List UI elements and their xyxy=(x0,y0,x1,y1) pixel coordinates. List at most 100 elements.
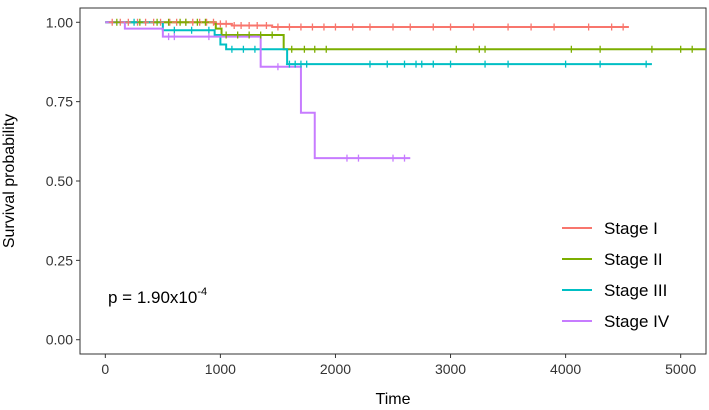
censor-mark-stage-iii xyxy=(447,60,455,68)
censor-mark-stage-i xyxy=(550,23,558,31)
censor-mark-stage-i xyxy=(253,21,261,29)
x-tick-label: 1000 xyxy=(205,361,236,377)
censor-mark-stage-i xyxy=(429,23,437,31)
p-value-annotation: p = 1.90x10-4 xyxy=(108,286,207,307)
curve-stage-ii xyxy=(105,21,706,51)
censor-mark-stage-iv xyxy=(170,33,178,41)
censor-mark-stage-i xyxy=(230,21,238,29)
censor-mark-stage-iii xyxy=(481,60,489,68)
censor-mark-stage-i xyxy=(608,23,616,31)
x-tick-label: 4000 xyxy=(550,361,581,377)
censor-mark-stage-i xyxy=(470,23,478,31)
curve-stage-iv xyxy=(105,21,411,160)
censor-mark-stage-i xyxy=(406,23,414,31)
p-value-text: p = 1.90x10 xyxy=(108,288,197,307)
censor-mark-stage-i xyxy=(320,23,328,31)
legend: Stage I Stage II Stage III Stage IV xyxy=(562,219,670,331)
censor-mark-stage-ii xyxy=(165,18,173,26)
censor-mark-stage-iii xyxy=(504,60,512,68)
x-tick-label: 3000 xyxy=(435,361,466,377)
censor-mark-stage-iii xyxy=(170,26,178,34)
censor-mark-stage-ii xyxy=(311,45,319,53)
censor-mark-stage-iii xyxy=(366,60,374,68)
censor-mark-stage-ii xyxy=(648,45,656,53)
censor-mark-stage-iii xyxy=(418,60,426,68)
censor-mark-stage-ii xyxy=(300,45,308,53)
censor-mark-stage-i xyxy=(222,20,230,28)
censor-mark-stage-ii xyxy=(677,45,685,53)
censor-mark-stage-iii xyxy=(642,60,650,68)
y-tick-label: 1.00 xyxy=(46,14,73,30)
censor-mark-stage-i xyxy=(209,18,217,26)
censor-marks xyxy=(108,18,696,162)
x-axis: 0 1000 2000 3000 4000 5000 xyxy=(101,354,696,377)
censor-mark-stage-iii xyxy=(205,26,213,34)
y-axis-title: Survival probability xyxy=(1,114,18,248)
x-tick-label: 0 xyxy=(101,361,109,377)
legend-label-stage-iv: Stage IV xyxy=(604,312,670,331)
censor-mark-stage-i xyxy=(237,21,245,29)
censor-mark-stage-iv xyxy=(389,154,397,162)
censor-mark-stage-i xyxy=(285,23,293,31)
censor-mark-stage-iii xyxy=(429,60,437,68)
censor-mark-stage-i xyxy=(585,23,593,31)
curve-stage-iii xyxy=(105,21,652,66)
censor-mark-stage-iv xyxy=(205,33,213,41)
censor-mark-stage-i xyxy=(389,23,397,31)
censor-mark-stage-ii xyxy=(596,45,604,53)
censor-mark-stage-iii xyxy=(130,18,138,26)
censor-mark-stage-iii xyxy=(401,60,409,68)
legend-label-stage-i: Stage I xyxy=(604,219,658,238)
censor-mark-stage-ii xyxy=(322,45,330,53)
p-value-exponent: -4 xyxy=(197,286,207,298)
y-tick-label: 0.25 xyxy=(46,252,73,268)
censor-mark-stage-i xyxy=(504,23,512,31)
censor-mark-stage-ii xyxy=(452,45,460,53)
censor-mark-stage-i xyxy=(262,21,270,29)
censor-mark-stage-iii xyxy=(188,26,196,34)
censor-mark-stage-ii xyxy=(182,18,190,26)
censor-mark-stage-ii xyxy=(257,31,265,39)
x-tick-label: 5000 xyxy=(665,361,696,377)
censor-mark-stage-i xyxy=(308,23,316,31)
censor-mark-stage-ii xyxy=(567,45,575,53)
censor-mark-stage-iv xyxy=(401,154,409,162)
censor-mark-stage-ii xyxy=(201,18,209,26)
censor-mark-stage-i xyxy=(349,23,357,31)
y-tick-label: 0.00 xyxy=(46,332,73,348)
censor-mark-stage-ii xyxy=(153,18,161,26)
censor-mark-stage-i xyxy=(447,23,455,31)
legend-label-stage-ii: Stage II xyxy=(604,250,663,269)
censor-mark-stage-ii xyxy=(688,45,696,53)
y-tick-label: 0.75 xyxy=(46,94,73,110)
censor-mark-stage-i xyxy=(619,23,627,31)
censor-mark-stage-iii xyxy=(562,60,570,68)
y-tick-label: 0.50 xyxy=(46,173,73,189)
censor-mark-stage-ii xyxy=(234,31,242,39)
censor-mark-stage-iii xyxy=(596,60,604,68)
survival-curves xyxy=(105,21,706,160)
y-axis: 0.00 0.25 0.50 0.75 1.00 xyxy=(46,14,80,348)
censor-mark-stage-iv xyxy=(274,63,282,71)
censor-mark-stage-i xyxy=(366,23,374,31)
legend-label-stage-iii: Stage III xyxy=(604,281,667,300)
x-axis-title: Time xyxy=(376,391,411,408)
censor-mark-stage-i xyxy=(245,21,253,29)
censor-mark-stage-ii xyxy=(193,18,201,26)
censor-mark-stage-ii xyxy=(245,31,253,39)
censor-mark-stage-iv xyxy=(354,154,362,162)
censor-mark-stage-ii xyxy=(288,45,296,53)
censor-mark-stage-iii xyxy=(383,60,391,68)
censor-mark-stage-i xyxy=(297,23,305,31)
x-tick-label: 2000 xyxy=(320,361,351,377)
censor-mark-stage-ii xyxy=(481,45,489,53)
censor-mark-stage-ii xyxy=(222,31,230,39)
censor-mark-stage-iii xyxy=(303,60,311,68)
censor-mark-stage-ii xyxy=(268,31,276,39)
censor-mark-stage-iv xyxy=(343,154,351,162)
censor-mark-stage-iii xyxy=(228,45,236,53)
censor-mark-stage-i xyxy=(331,23,339,31)
censor-mark-stage-iii xyxy=(251,45,259,53)
censor-mark-stage-iii xyxy=(239,45,247,53)
